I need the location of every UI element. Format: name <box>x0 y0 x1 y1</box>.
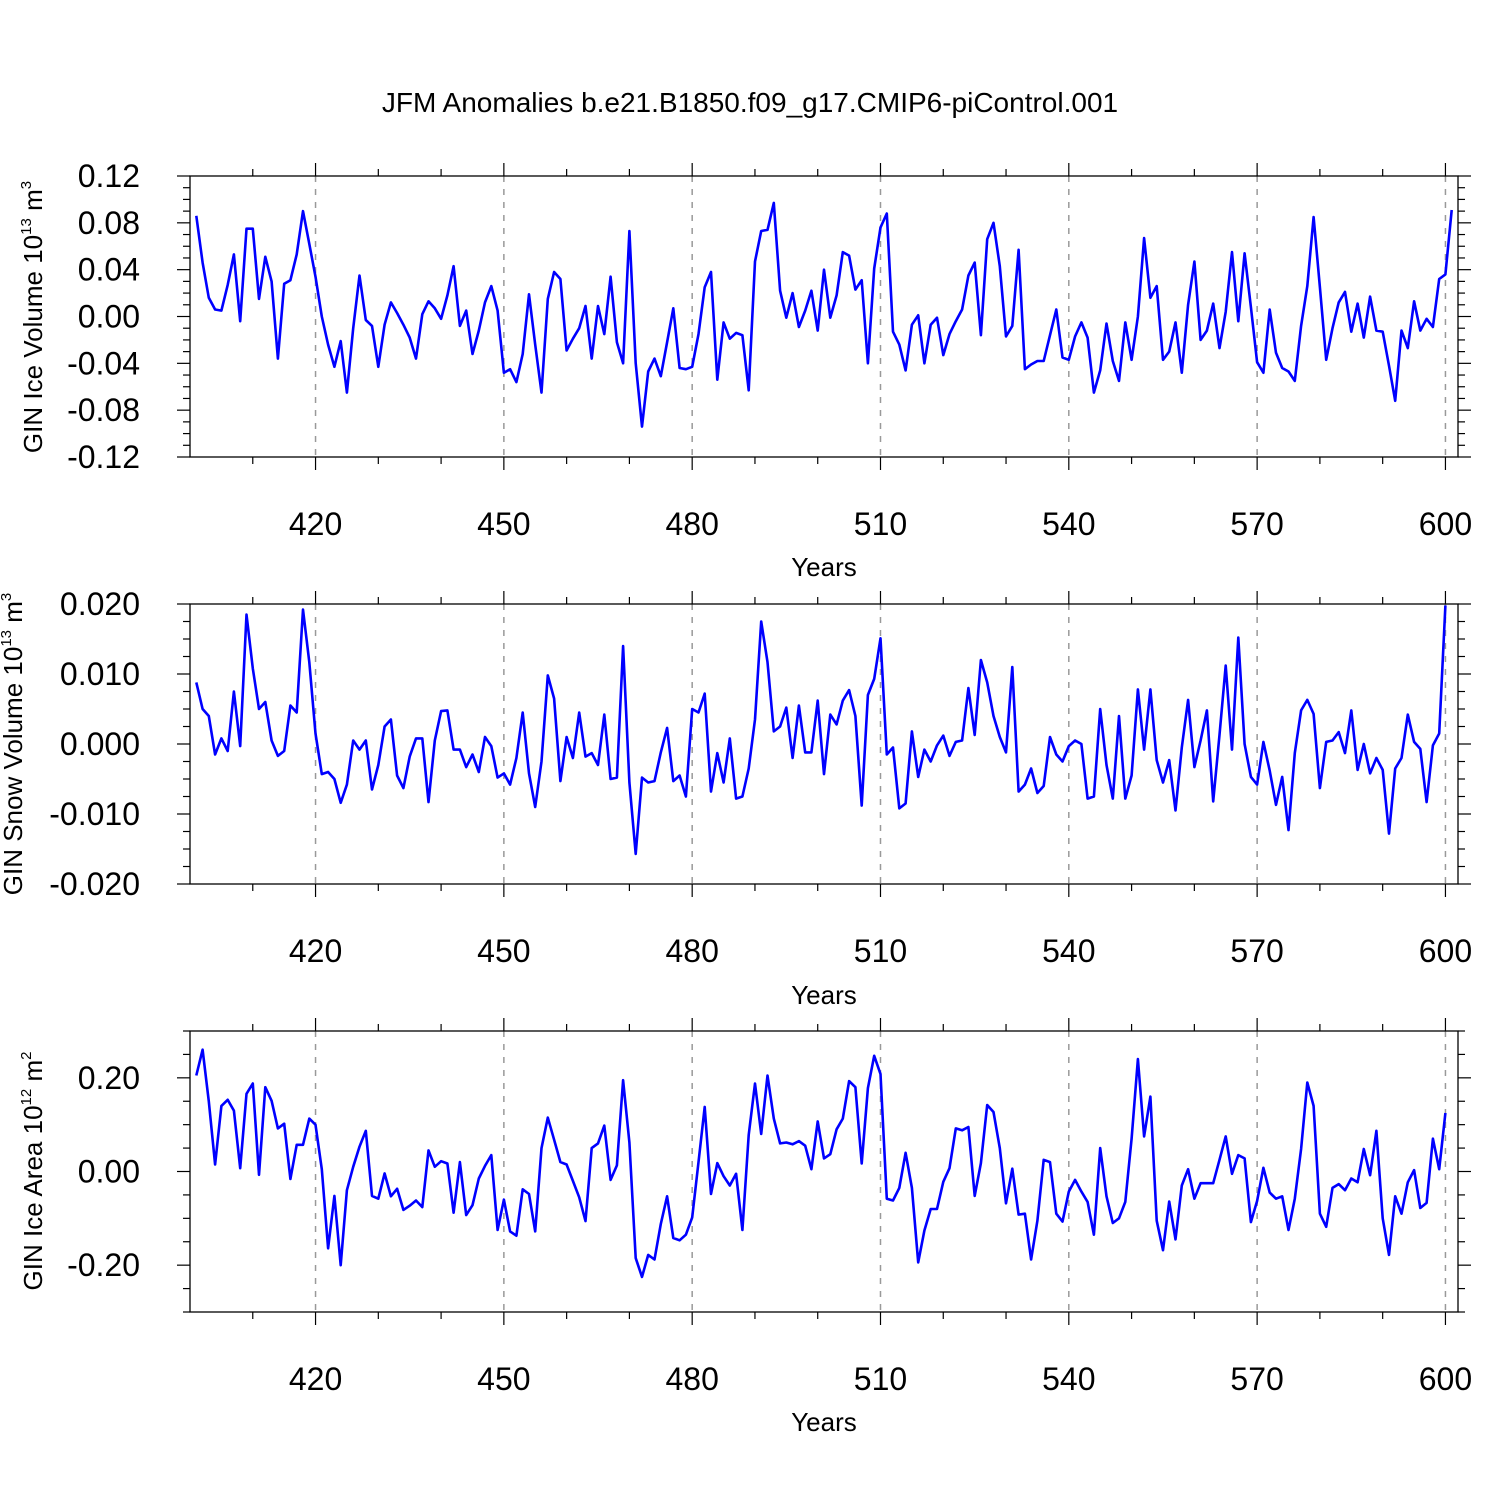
x-tick-label: 540 <box>1042 933 1095 969</box>
x-tick-label: 480 <box>665 933 718 969</box>
x-tick-label: 570 <box>1230 1361 1283 1397</box>
y-axis-label-exponent: 13 <box>18 218 35 235</box>
x-tick-label: 600 <box>1419 1361 1472 1397</box>
plot-area: 420 450 480 510 540 570 600 -0.20 0.00 0.20 <box>67 1018 1472 1397</box>
x-tick-label: 570 <box>1230 506 1283 542</box>
y-tick-label: 0.010 <box>60 656 140 692</box>
x-tick-label: 600 <box>1419 933 1472 969</box>
x-axis-label: Years <box>791 1407 857 1437</box>
plot-frame <box>189 175 1459 458</box>
y-axis-label: GIN Ice Area 1012 m2 <box>18 1052 48 1291</box>
y-tick-label: 0.04 <box>78 252 140 288</box>
y-tick-label: 0.000 <box>60 726 140 762</box>
panel-snow-volume: 420 450 480 510 540 570 600 -0.020 -0.010 0.000 0.… <box>0 586 1472 1010</box>
x-axis-label: Years <box>791 552 857 582</box>
y-axis-label: GIN Snow Volume 1013 m3 <box>0 593 28 896</box>
x-tick-label: 450 <box>477 506 530 542</box>
y-axis-label-unit-exponent: 3 <box>0 593 15 601</box>
x-axis-label: Years <box>791 980 857 1010</box>
x-tick-label: 600 <box>1419 506 1472 542</box>
plot-area: 420 450 480 510 540 570 600 -0.12 -0.08 -0.04 0.00… <box>67 158 1472 542</box>
y-axis-label-unit: m <box>18 189 48 218</box>
x-tick-label: 420 <box>289 1361 342 1397</box>
x-tick-label: 450 <box>477 933 530 969</box>
y-axis-label: GIN Ice Volume 1013 m3 <box>18 181 48 453</box>
y-tick-label: -0.08 <box>67 392 140 428</box>
y-axis-label-exponent: 13 <box>0 630 15 647</box>
panel-ice-area: 420 450 480 510 540 570 600 -0.20 0.00 0.20 Years… <box>18 1018 1472 1437</box>
y-tick-label: 0.00 <box>78 299 140 335</box>
panel-ice-volume: 420 450 480 510 540 570 600 -0.12 -0.08 -0.04 0.00… <box>18 158 1472 582</box>
y-axis-label-unit-exponent: 2 <box>18 1052 35 1060</box>
x-tick-label: 570 <box>1230 933 1283 969</box>
y-axis-label-prefix: GIN Ice Volume 10 <box>18 235 48 453</box>
y-tick-label: -0.010 <box>49 796 140 832</box>
series-line <box>195 201 1453 428</box>
y-axis-label-unit: m <box>0 601 28 630</box>
y-tick-label: -0.20 <box>67 1247 140 1283</box>
y-tick-label: 0.00 <box>78 1154 140 1190</box>
figure-title: JFM Anomalies b.e21.B1850.f09_g17.CMIP6-… <box>382 87 1118 118</box>
plot-frame <box>189 1030 1459 1313</box>
x-tick-label: 450 <box>477 1361 530 1397</box>
y-tick-label: -0.020 <box>49 866 140 902</box>
y-axis-label-prefix: GIN Ice Area 10 <box>18 1105 48 1290</box>
x-tick-label: 480 <box>665 1361 718 1397</box>
x-tick-label: 540 <box>1042 1361 1095 1397</box>
x-tick-label: 510 <box>854 933 907 969</box>
x-tick-label: 420 <box>289 933 342 969</box>
y-tick-label: 0.12 <box>78 158 140 194</box>
plot-area: 420 450 480 510 540 570 600 -0.020 -0.010 0.000 0.… <box>49 586 1472 969</box>
y-tick-label: 0.08 <box>78 205 140 241</box>
y-tick-label: -0.04 <box>67 345 140 381</box>
y-axis-label-exponent: 12 <box>18 1089 35 1106</box>
y-axis-label-unit-exponent: 3 <box>18 181 35 189</box>
y-tick-label: -0.12 <box>67 439 140 475</box>
y-axis-label-unit: m <box>18 1060 48 1089</box>
y-tick-label: 0.020 <box>60 586 140 622</box>
y-axis-label-prefix: GIN Snow Volume 10 <box>0 647 28 896</box>
series-line <box>195 1048 1447 1279</box>
x-tick-label: 510 <box>854 1361 907 1397</box>
x-tick-label: 540 <box>1042 506 1095 542</box>
plot-frame <box>189 603 1459 885</box>
x-tick-label: 510 <box>854 506 907 542</box>
series-line <box>195 605 1447 856</box>
x-tick-label: 480 <box>665 506 718 542</box>
y-tick-label: 0.20 <box>78 1060 140 1096</box>
x-tick-label: 420 <box>289 506 342 542</box>
